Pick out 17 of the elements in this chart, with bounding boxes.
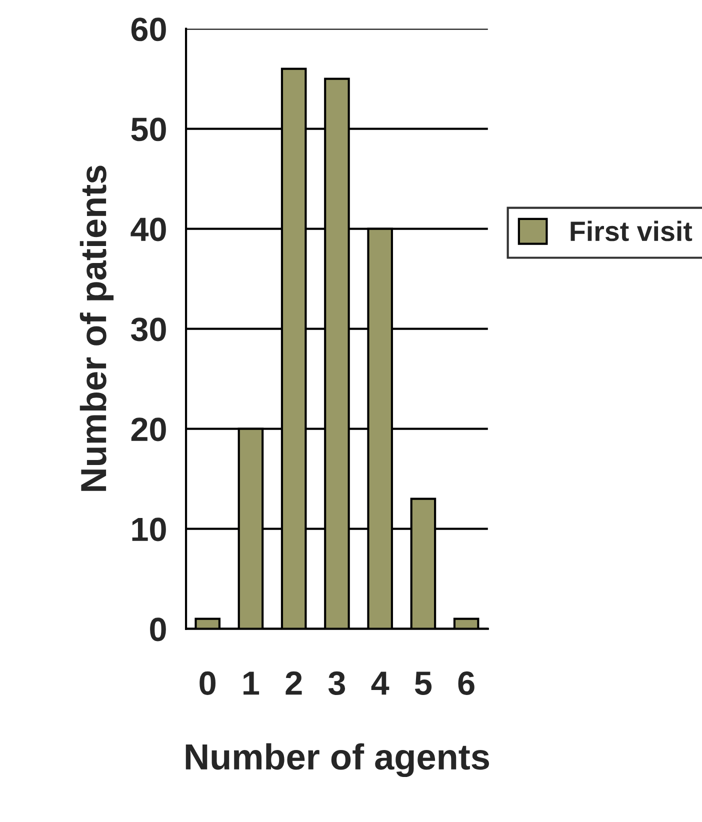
y-tick-label: 60	[131, 18, 166, 42]
x-tick-label: 5	[414, 672, 432, 695]
x-tick-label: 3	[328, 671, 346, 696]
legend-label: First visit	[570, 220, 692, 242]
y-tick-label: 40	[130, 218, 166, 242]
y-tick-label: 30	[130, 318, 166, 342]
y-tick-label: 20	[131, 418, 166, 442]
x-tick-label: 6	[458, 671, 474, 695]
x-tick-label: 4	[371, 672, 390, 695]
x-tick-label: 0	[200, 671, 216, 695]
y-tick-label: 50	[131, 118, 166, 142]
x-tick-label: 2	[286, 671, 302, 695]
x-tick-label: 1	[244, 672, 260, 695]
y-tick-label: 0	[150, 618, 166, 642]
x-axis-title: Number of agents	[186, 743, 489, 778]
y-tick-label: 10	[132, 518, 166, 542]
y-axis-title: Number of patients	[80, 166, 114, 491]
